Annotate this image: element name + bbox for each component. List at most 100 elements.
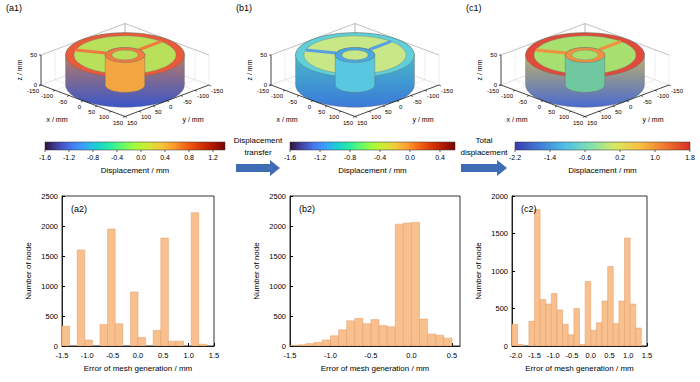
svg-text:50: 50 — [155, 109, 162, 115]
svg-text:0: 0 — [494, 82, 498, 88]
svg-text:0: 0 — [78, 104, 82, 110]
svg-text:x / mm: x / mm — [507, 116, 528, 123]
svg-text:50: 50 — [88, 109, 95, 115]
svg-text:50: 50 — [385, 109, 392, 115]
svg-text:50: 50 — [615, 109, 622, 115]
svg-text:Displacement / mm: Displacement / mm — [101, 166, 170, 175]
svg-text:1.8: 1.8 — [685, 154, 695, 161]
svg-text:100: 100 — [371, 114, 382, 120]
svg-text:(b2): (b2) — [299, 204, 315, 214]
svg-text:displacement: displacement — [460, 148, 508, 157]
svg-text:1.5: 1.5 — [642, 351, 652, 360]
svg-text:1.5: 1.5 — [209, 351, 219, 360]
svg-text:0.5: 0.5 — [447, 351, 457, 360]
svg-text:-100: -100 — [271, 93, 284, 99]
svg-text:-0.5: -0.5 — [566, 351, 579, 360]
svg-text:-100: -100 — [657, 93, 670, 99]
svg-text:Displacement / mm: Displacement / mm — [338, 166, 407, 175]
svg-text:2500: 2500 — [41, 192, 58, 201]
svg-text:1.0: 1.0 — [623, 351, 633, 360]
svg-text:0: 0 — [264, 82, 268, 88]
svg-text:Error of mesh generation / mm: Error of mesh generation / mm — [525, 364, 634, 373]
svg-text:0.0: 0.0 — [406, 351, 416, 360]
svg-text:150: 150 — [587, 120, 598, 126]
svg-text:150: 150 — [127, 120, 138, 126]
svg-text:Number of node: Number of node — [474, 242, 483, 300]
svg-text:-0.4: -0.4 — [111, 154, 123, 161]
svg-text:z / mm: z / mm — [246, 59, 253, 80]
svg-text:0: 0 — [629, 104, 633, 110]
svg-text:Error of mesh generation / mm: Error of mesh generation / mm — [84, 364, 193, 373]
svg-text:Displacement / mm: Displacement / mm — [568, 166, 637, 175]
svg-text:-50: -50 — [643, 99, 652, 105]
svg-text:Displacement: Displacement — [234, 136, 283, 145]
svg-text:Total: Total — [476, 136, 493, 145]
svg-text:-2.2: -2.2 — [509, 154, 521, 161]
svg-text:-100: -100 — [197, 93, 210, 99]
svg-text:Error of mesh generation / mm: Error of mesh generation / mm — [321, 364, 430, 373]
svg-text:(a1): (a1) — [6, 3, 22, 13]
svg-text:-100: -100 — [41, 93, 54, 99]
svg-text:-1.6: -1.6 — [284, 154, 296, 161]
svg-text:(c2): (c2) — [521, 204, 537, 214]
svg-text:1000: 1000 — [41, 282, 58, 291]
svg-text:0: 0 — [169, 104, 173, 110]
svg-text:150: 150 — [343, 120, 354, 126]
svg-text:100: 100 — [329, 114, 340, 120]
svg-text:0: 0 — [504, 342, 508, 351]
svg-text:(b1): (b1) — [236, 3, 252, 13]
svg-text:Number of node: Number of node — [24, 242, 33, 300]
svg-text:-150: -150 — [487, 88, 500, 94]
svg-text:1000: 1000 — [269, 282, 286, 291]
svg-text:500: 500 — [495, 304, 508, 313]
svg-text:2000: 2000 — [41, 222, 58, 231]
svg-text:Number of node: Number of node — [252, 242, 261, 300]
svg-text:-150: -150 — [257, 88, 270, 94]
svg-text:-1.5: -1.5 — [528, 351, 541, 360]
svg-text:0: 0 — [54, 342, 58, 351]
svg-text:-0.8: -0.8 — [344, 154, 356, 161]
svg-text:100: 100 — [601, 114, 612, 120]
svg-text:150: 150 — [113, 120, 124, 126]
svg-text:50: 50 — [30, 52, 37, 58]
svg-text:2500: 2500 — [269, 192, 286, 201]
svg-text:-100: -100 — [427, 93, 440, 99]
svg-text:-150: -150 — [441, 88, 454, 94]
svg-text:y / mm: y / mm — [183, 116, 204, 124]
svg-text:0.0: 0.0 — [586, 351, 596, 360]
svg-text:0.4: 0.4 — [160, 154, 170, 161]
svg-text:50: 50 — [318, 109, 325, 115]
svg-text:50: 50 — [490, 52, 497, 58]
svg-text:0: 0 — [399, 104, 403, 110]
svg-text:100: 100 — [99, 114, 110, 120]
svg-text:x / mm: x / mm — [47, 116, 68, 123]
svg-text:z / mm: z / mm — [476, 59, 483, 80]
svg-text:-50: -50 — [183, 99, 192, 105]
svg-text:500: 500 — [45, 312, 58, 321]
svg-text:0: 0 — [282, 342, 286, 351]
svg-text:1.2: 1.2 — [208, 154, 218, 161]
svg-text:100: 100 — [559, 114, 570, 120]
svg-text:1500: 1500 — [491, 229, 508, 238]
svg-text:-1.2: -1.2 — [63, 154, 75, 161]
svg-text:-50: -50 — [413, 99, 422, 105]
svg-text:100: 100 — [141, 114, 152, 120]
svg-text:0.5: 0.5 — [158, 351, 168, 360]
svg-text:(c1): (c1) — [466, 3, 482, 13]
svg-text:1500: 1500 — [269, 252, 286, 261]
svg-text:-1.0: -1.0 — [547, 351, 560, 360]
svg-text:-0.4: -0.4 — [374, 154, 386, 161]
svg-text:-0.6: -0.6 — [579, 154, 591, 161]
svg-text:0.4: 0.4 — [435, 154, 445, 161]
svg-text:-1.0: -1.0 — [81, 351, 94, 360]
svg-text:-50: -50 — [58, 99, 67, 105]
svg-text:0: 0 — [308, 104, 312, 110]
svg-text:-150: -150 — [27, 88, 40, 94]
svg-text:2000: 2000 — [269, 222, 286, 231]
svg-text:150: 150 — [357, 120, 368, 126]
svg-text:150: 150 — [573, 120, 584, 126]
svg-text:-1.2: -1.2 — [314, 154, 326, 161]
svg-text:x / mm: x / mm — [277, 116, 298, 123]
svg-text:2000: 2000 — [491, 192, 508, 201]
svg-text:y / mm: y / mm — [643, 116, 664, 124]
